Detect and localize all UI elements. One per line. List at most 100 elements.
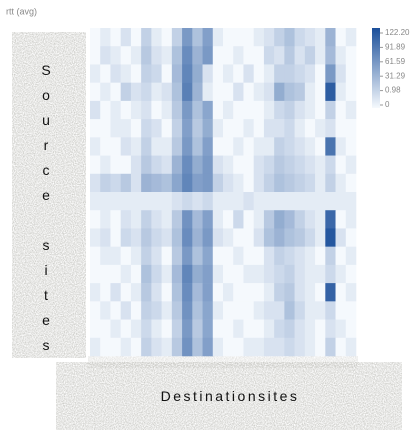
noise-panel <box>88 356 358 368</box>
heatmap-cell <box>100 264 111 284</box>
heatmap-cell <box>233 301 244 320</box>
heatmap-cell <box>192 192 203 211</box>
heatmap-cell <box>182 100 193 120</box>
heatmap-cell <box>243 319 254 339</box>
heatmap-cell <box>243 119 254 138</box>
heatmap-cell <box>151 64 162 83</box>
heatmap-cell <box>335 192 347 211</box>
heatmap-cell <box>284 137 295 156</box>
heatmap-cell <box>90 319 101 339</box>
heatmap-cell <box>130 155 142 175</box>
heatmap-cell <box>202 137 214 156</box>
heatmap-cell <box>100 137 111 156</box>
heatmap-cell <box>141 301 152 320</box>
heatmap-cell <box>110 319 121 339</box>
heatmap-cell <box>294 64 306 83</box>
heatmap-cell <box>253 283 265 302</box>
heatmap-cell <box>345 64 357 83</box>
heatmap-cell <box>130 264 142 284</box>
colorbar-tick-label: 61.59 <box>385 57 406 66</box>
heatmap-cell <box>161 82 173 102</box>
heatmap-cell <box>161 119 173 138</box>
heatmap-cell <box>192 100 203 120</box>
heatmap-cell <box>253 100 265 120</box>
heatmap-cell <box>212 301 224 320</box>
heatmap-cell <box>223 137 234 156</box>
heatmap-cell <box>100 246 111 266</box>
heatmap-cell <box>284 192 295 211</box>
heatmap-cell <box>161 46 173 65</box>
heatmap-cell <box>253 64 265 83</box>
heatmap-cell <box>141 64 152 83</box>
heatmap-cell <box>202 173 214 193</box>
heatmap-cell <box>202 64 214 83</box>
heatmap-cell <box>202 192 214 211</box>
heatmap-cell <box>243 210 254 229</box>
heatmap-cell <box>274 155 285 175</box>
heatmap-cell <box>202 319 214 339</box>
heatmap-cell <box>151 28 162 47</box>
heatmap-cell <box>182 228 193 247</box>
heatmap-cell <box>294 319 306 339</box>
heatmap-cell <box>233 173 244 193</box>
heatmap-cell <box>130 301 142 320</box>
heatmap-cell <box>171 283 183 302</box>
heatmap-cell <box>192 246 203 266</box>
heatmap-cell <box>171 173 183 193</box>
heatmap-cell <box>161 100 173 120</box>
heatmap-cell <box>243 283 254 302</box>
heatmap-cell <box>253 173 265 193</box>
chart-title: rtt (avg) <box>6 6 37 16</box>
heatmap-cell <box>243 264 254 284</box>
heatmap-cell <box>223 264 234 284</box>
heatmap-cell <box>202 301 214 320</box>
heatmap-cell <box>304 82 316 102</box>
heatmap-cell <box>120 119 132 138</box>
heatmap-cell <box>274 319 285 339</box>
heatmap-cell <box>151 155 162 175</box>
noise-panel <box>12 32 86 358</box>
heatmap-cell <box>294 46 306 65</box>
heatmap-cell <box>90 173 101 193</box>
heatmap-cell <box>130 283 142 302</box>
heatmap-cell <box>243 228 254 247</box>
heatmap-cell <box>294 192 306 211</box>
heatmap-cell <box>233 137 244 156</box>
heatmap-cell <box>223 319 234 339</box>
heatmap-cell <box>110 155 121 175</box>
heatmap-cell <box>212 210 224 229</box>
heatmap-cell <box>304 155 316 175</box>
heatmap-cell <box>141 137 152 156</box>
heatmap-cell <box>345 46 357 65</box>
heatmap-cell <box>345 173 357 193</box>
heatmap-cell <box>304 319 316 339</box>
heatmap-cell <box>284 210 295 229</box>
heatmap-cell <box>243 173 254 193</box>
heatmap-cell <box>315 173 326 193</box>
heatmap-cell <box>263 28 275 47</box>
heatmap-cell <box>274 264 285 284</box>
heatmap-cell <box>100 173 111 193</box>
heatmap-cell <box>202 155 214 175</box>
heatmap-cell <box>274 100 285 120</box>
heatmap-cell <box>263 119 275 138</box>
heatmap-cell <box>263 228 275 247</box>
heatmap-cell <box>171 319 183 339</box>
heatmap-cell <box>192 82 203 102</box>
heatmap-cell <box>141 82 152 102</box>
heatmap-cell <box>315 228 326 247</box>
heatmap-cell <box>182 210 193 229</box>
heatmap-cell <box>223 64 234 83</box>
heatmap-cell <box>171 28 183 47</box>
heatmap-cell <box>315 319 326 339</box>
heatmap-cell <box>294 228 306 247</box>
heatmap-cell <box>345 301 357 320</box>
heatmap-cell <box>192 228 203 247</box>
heatmap-cell <box>325 246 336 266</box>
heatmap-cell <box>100 28 111 47</box>
heatmap-cell <box>202 210 214 229</box>
heatmap-cell <box>315 155 326 175</box>
heatmap-cell <box>151 337 162 357</box>
heatmap-cell <box>253 155 265 175</box>
heatmap-cell <box>304 210 316 229</box>
